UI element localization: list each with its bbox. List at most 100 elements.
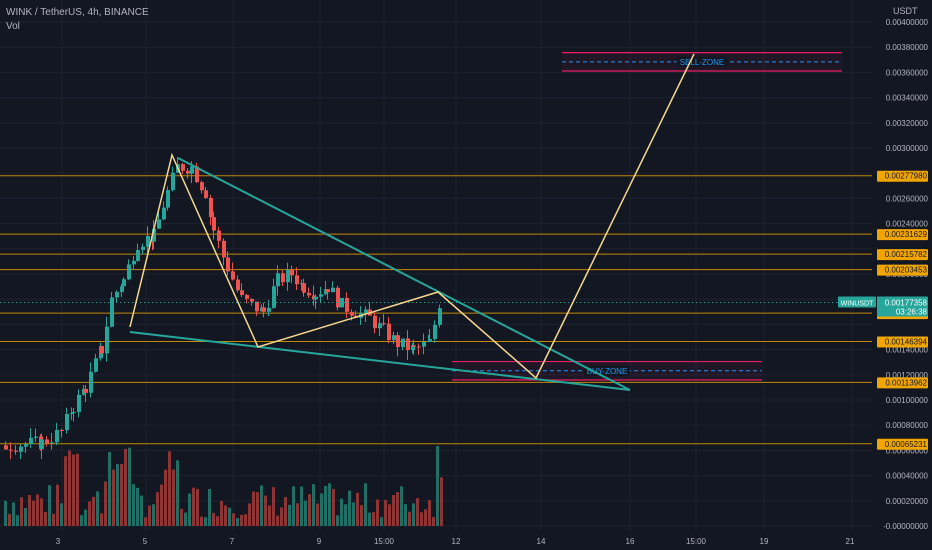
price-axis-tick: 0.00260000 bbox=[886, 194, 929, 203]
volume-bar bbox=[264, 495, 267, 526]
volume-bar bbox=[136, 487, 139, 526]
candle bbox=[181, 164, 185, 171]
candle bbox=[136, 250, 140, 261]
candle bbox=[195, 166, 199, 183]
candle bbox=[319, 294, 323, 297]
candle bbox=[262, 307, 266, 312]
candle bbox=[382, 323, 386, 325]
volume-bar bbox=[248, 503, 251, 526]
volume-bar bbox=[28, 494, 31, 526]
candle bbox=[115, 291, 119, 298]
candle bbox=[345, 297, 349, 312]
volume-bar bbox=[280, 507, 283, 526]
wedge-upper-trendline[interactable] bbox=[177, 157, 631, 391]
candle bbox=[72, 411, 76, 413]
candle bbox=[132, 260, 136, 265]
volume-bar bbox=[344, 504, 347, 526]
volume-bar bbox=[176, 460, 179, 526]
volume-bar bbox=[272, 487, 275, 526]
volume-bar bbox=[256, 492, 259, 526]
candle bbox=[281, 273, 285, 283]
candle bbox=[209, 197, 213, 218]
volume-bar bbox=[44, 511, 47, 526]
volume-bar bbox=[228, 507, 231, 526]
candle bbox=[307, 292, 311, 296]
volume-bar bbox=[420, 512, 423, 526]
volume-bar bbox=[4, 500, 7, 526]
volume-bar bbox=[316, 503, 319, 526]
volume-bar bbox=[40, 498, 43, 526]
volume-bar bbox=[404, 504, 407, 526]
price-projection-path[interactable] bbox=[129, 53, 695, 380]
price-axis-tick: 0.00300000 bbox=[886, 144, 929, 153]
candle bbox=[272, 286, 276, 308]
candle bbox=[387, 323, 391, 341]
volume-bar bbox=[72, 454, 75, 526]
candle bbox=[250, 298, 254, 302]
volume-bar bbox=[296, 503, 299, 526]
volume-bar bbox=[8, 513, 11, 526]
bar-countdown-text: 03:26:38 bbox=[896, 308, 928, 317]
symbol-title[interactable]: WINK / TetherUS, 4h, BINANCE bbox=[6, 7, 149, 18]
volume-bar bbox=[12, 502, 15, 526]
volume-bar bbox=[240, 514, 243, 526]
volume-bar bbox=[340, 498, 343, 526]
volume-bar bbox=[436, 446, 439, 526]
volume-bar bbox=[52, 513, 55, 526]
time-axis-tick: 15:00 bbox=[686, 537, 707, 546]
volume-bar bbox=[352, 502, 355, 526]
candle bbox=[286, 269, 290, 283]
volume-bar bbox=[116, 464, 119, 526]
volume-bar bbox=[224, 505, 227, 526]
volume-bar bbox=[172, 469, 175, 526]
candle bbox=[240, 290, 244, 295]
candle bbox=[122, 279, 126, 287]
level-price-text: 0.00231629 bbox=[885, 230, 928, 239]
candle bbox=[326, 289, 330, 293]
volume-bar bbox=[180, 508, 183, 526]
volume-bar bbox=[168, 451, 171, 526]
time-axis-tick: 3 bbox=[56, 537, 61, 546]
volume-bar bbox=[364, 483, 367, 526]
buy-zone-label: BUY-ZONE bbox=[587, 367, 628, 376]
volume-bar bbox=[32, 500, 35, 526]
level-price-tag bbox=[877, 264, 928, 276]
candle bbox=[417, 346, 421, 348]
candle bbox=[24, 444, 28, 447]
candle bbox=[40, 439, 44, 450]
volume-bar bbox=[108, 451, 111, 526]
candle bbox=[295, 275, 299, 285]
price-axis-tick: 0.00040000 bbox=[886, 472, 929, 481]
candle bbox=[77, 394, 81, 412]
candle bbox=[166, 190, 170, 208]
volume-bar bbox=[252, 491, 255, 526]
volume-indicator-label[interactable]: Vol bbox=[6, 21, 20, 32]
wedge-lower-trendline[interactable] bbox=[129, 331, 631, 391]
symbol-name-tag bbox=[838, 296, 876, 308]
volume-bar bbox=[284, 496, 287, 526]
volume-bar bbox=[68, 450, 71, 526]
volume-bar bbox=[324, 485, 327, 526]
volume-bar bbox=[188, 493, 191, 526]
candle bbox=[204, 190, 208, 198]
time-axis-tick: 7 bbox=[230, 537, 235, 546]
volume-bar bbox=[208, 488, 211, 526]
level-price-text: 0.00215782 bbox=[885, 250, 928, 259]
volume-bar bbox=[260, 485, 263, 526]
volume-bar bbox=[132, 484, 135, 526]
candle bbox=[190, 166, 194, 174]
candle bbox=[378, 323, 382, 329]
sell-zone-label: SELL-ZONE bbox=[680, 58, 724, 67]
price-axis-tick: 0.00020000 bbox=[886, 497, 929, 506]
candle bbox=[60, 429, 64, 431]
volume-bar bbox=[96, 491, 99, 526]
level-price-tag bbox=[877, 377, 928, 389]
volume-bar bbox=[196, 488, 199, 526]
time-axis-tick: 15:00 bbox=[374, 537, 395, 546]
volume-bar bbox=[408, 511, 411, 526]
level-price-tag bbox=[877, 438, 928, 450]
volume-bar bbox=[376, 499, 379, 526]
candle bbox=[392, 335, 396, 341]
